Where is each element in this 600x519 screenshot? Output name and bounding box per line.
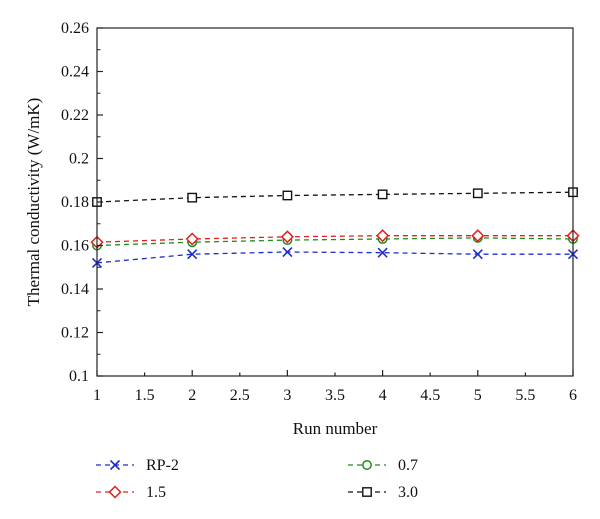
series-0-point-4 (472, 249, 483, 260)
x-tick-label-8: 5 (474, 387, 482, 404)
x-tick-label-6: 4 (379, 387, 387, 404)
y-tick-label-8: 0.26 (61, 20, 89, 37)
series-0-point-2 (282, 246, 293, 258)
series-3-point-2 (282, 190, 293, 201)
series-3-point-3 (377, 189, 388, 200)
series-line-2 (96, 237, 574, 247)
series-1-point-4 (471, 229, 485, 243)
y-tick-label-7: 0.24 (61, 64, 89, 81)
series-0-point-3 (377, 247, 388, 258)
x-tick-label-9: 5.5 (515, 387, 535, 404)
y-tick-label-4: 0.18 (61, 194, 89, 211)
y-axis-title: Thermal conductivity (W/mK) (24, 98, 43, 307)
series-0-point-3-stroke-b (377, 247, 388, 258)
y-tick-label-2: 0.14 (61, 281, 89, 298)
x-tick-label-4: 3 (283, 387, 291, 404)
legend-label-2: 0.7 (398, 457, 418, 474)
series-1-point-3 (376, 229, 390, 243)
legend-item-2: 0.7 (348, 457, 418, 474)
legend-marker-3 (362, 487, 372, 497)
legend-label-3: 3.0 (398, 484, 418, 501)
series-1-point-2 (280, 230, 294, 244)
legend-item-3: 3.0 (348, 484, 418, 501)
x-tick-label-3: 2.5 (230, 387, 250, 404)
x-tick-label-2: 2 (188, 387, 196, 404)
y-tick-label-1: 0.12 (61, 325, 89, 342)
legend-marker-0-stroke-b (109, 459, 121, 471)
y-tick-label-6: 0.22 (61, 107, 89, 124)
x-tick-label-5: 3.5 (325, 387, 345, 404)
y-tick-label-5: 0.2 (69, 151, 89, 168)
series-0-point-4-stroke-b (472, 249, 483, 260)
legend-label-1: 1.5 (146, 484, 166, 501)
y-tick-label-3: 0.16 (61, 238, 89, 255)
series-3-point-1 (187, 192, 198, 203)
legend-marker-1 (108, 485, 122, 499)
series-0-point-1-stroke-b (187, 249, 198, 260)
series-3-point-4 (472, 188, 483, 199)
series-line-0 (96, 251, 573, 264)
x-tick-label-10: 6 (569, 387, 577, 404)
x-tick-label-7: 4.5 (420, 387, 440, 404)
legend-item-0: RP-2 (96, 457, 179, 474)
series-1-point-1 (185, 232, 199, 246)
legend-label-0: RP-2 (146, 457, 179, 474)
plot-frame (96, 27, 574, 377)
legend-marker-2 (362, 460, 372, 470)
legend-marker-0 (109, 459, 121, 471)
x-axis-title: Run number (293, 419, 378, 438)
legend-item-1: 1.5 (96, 484, 166, 501)
y-tick-label-0: 0.1 (69, 368, 89, 385)
series-line-1 (96, 235, 573, 243)
x-tick-label-1: 1.5 (135, 387, 155, 404)
x-tick-label-0: 1 (93, 387, 101, 404)
series-line-3 (96, 191, 574, 203)
series-0-point-1 (187, 249, 198, 260)
series-0-point-2-stroke-b (282, 246, 293, 258)
